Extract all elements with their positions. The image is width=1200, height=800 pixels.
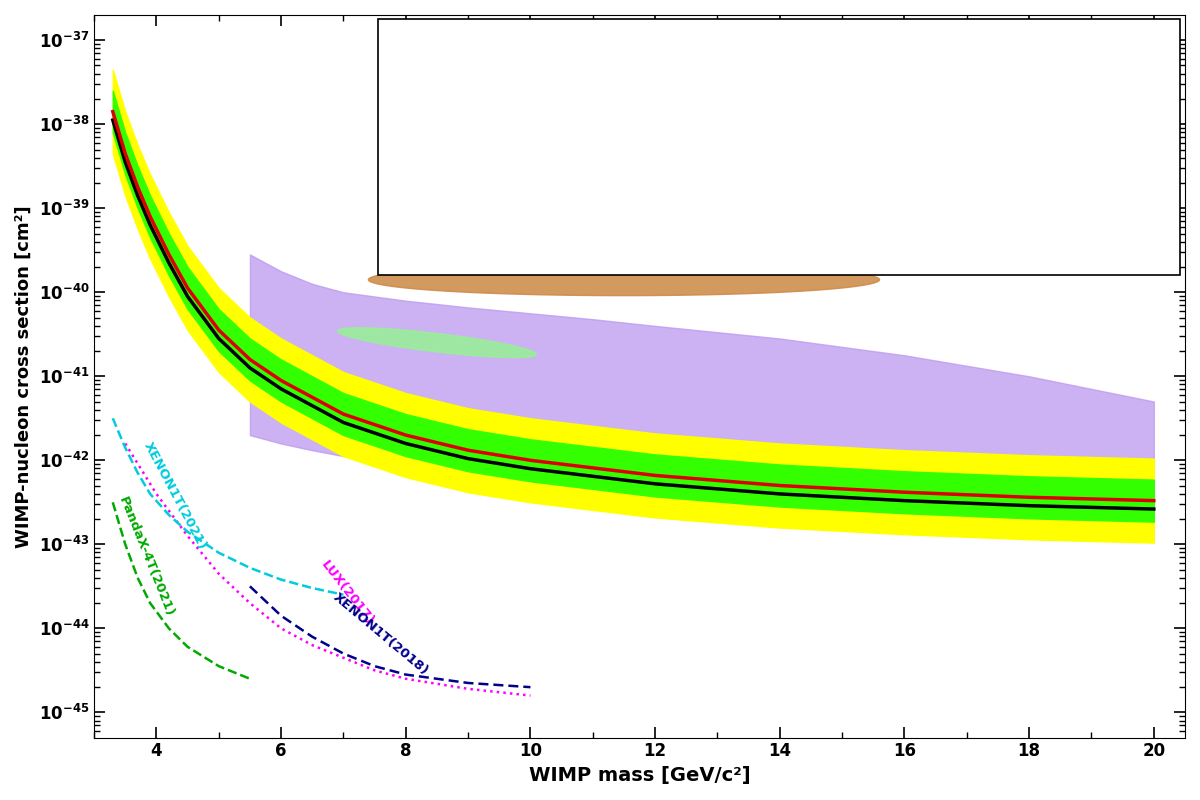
X-axis label: WIMP mass [GeV/c²]: WIMP mass [GeV/c²] (529, 766, 750, 785)
Polygon shape (368, 264, 880, 296)
Text: PandaX-4T(2021): PandaX-4T(2021) (116, 495, 176, 618)
Y-axis label: WIMP-nucleon cross section [cm²]: WIMP-nucleon cross section [cm²] (14, 205, 34, 548)
Legend: XMASS NR(2018), DAMA/LIBRA(Na), CDMS-Si(2014), CoGeNT(2013): XMASS NR(2018), DAMA/LIBRA(Na), CDMS-Si(… (757, 34, 949, 130)
FancyBboxPatch shape (378, 18, 1180, 275)
Text: XENON1T(2021): XENON1T(2021) (140, 439, 209, 551)
Text: XENON1T(2018): XENON1T(2018) (331, 590, 431, 678)
Polygon shape (337, 328, 536, 358)
Text: LUX(2017): LUX(2017) (318, 558, 377, 627)
